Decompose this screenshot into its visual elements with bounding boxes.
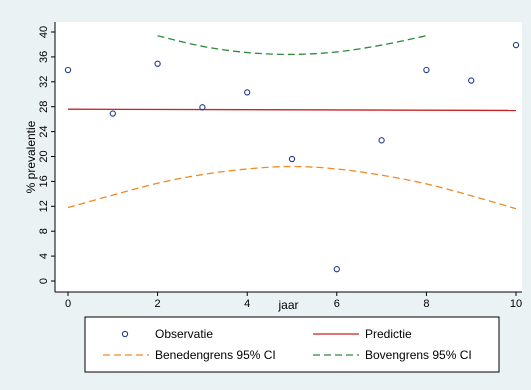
observatie-point [468,77,475,84]
y-tick-label: 20 [38,150,50,162]
legend-item-observatie: Observatie [121,327,213,341]
plot-area [55,22,522,292]
legend-label: Observatie [155,327,213,341]
y-tick-label: 36 [38,51,50,63]
x-tick-label: 2 [155,298,161,310]
observatie-point [333,266,340,273]
observatie-point [64,66,72,74]
bovengrens-line [157,35,427,56]
observatie-point [288,155,296,163]
x-tick-label: 8 [423,298,429,310]
x-tick-label: 6 [334,298,340,310]
observatie-point [423,66,430,74]
benedengrens-line [67,165,517,210]
legend-item-predictie: Predictie [313,327,412,341]
x-axis-title: jaar [277,298,298,312]
y-axis-title: % prevalentie [24,120,38,193]
legend-box [84,316,500,373]
y-tick-label: 40 [38,26,50,38]
legend-label: Bovengrens 95% CI [365,348,472,362]
legend-label: Benedengrens 95% CI [155,348,276,362]
observatie-point [244,89,251,96]
legend-label: Predictie [365,327,412,341]
x-tick-label: 10 [510,298,522,310]
predictie-line [67,108,517,112]
observatie-point [378,137,385,144]
y-tick-label: 24 [38,125,50,137]
observatie-point [109,110,116,117]
legend-marker [121,330,129,338]
x-tick-label: 4 [244,298,250,310]
y-tick-label: 0 [38,278,50,284]
y-tick-label: 12 [38,200,50,212]
x-tick-label: 0 [65,298,71,310]
series-layer [64,35,520,273]
legend-item-bovengrens: Bovengrens 95% CI [313,348,472,362]
y-tick-label: 8 [38,228,50,234]
legend-item-benedengrens: Benedengrens 95% CI [103,348,276,362]
observatie-point [154,60,161,67]
observatie-point [199,104,206,111]
y-tick-label: 4 [38,253,50,259]
legend: Observatie Predictie Benedengrens 95% CI Bo… [84,316,500,373]
y-tick-label: 32 [38,76,50,88]
legend-items: Observatie Predictie Benedengrens 95% CI Bo… [103,327,472,362]
y-tick-label: 28 [38,101,50,113]
y-tick-label: 16 [38,175,50,187]
observatie-point [512,41,520,49]
